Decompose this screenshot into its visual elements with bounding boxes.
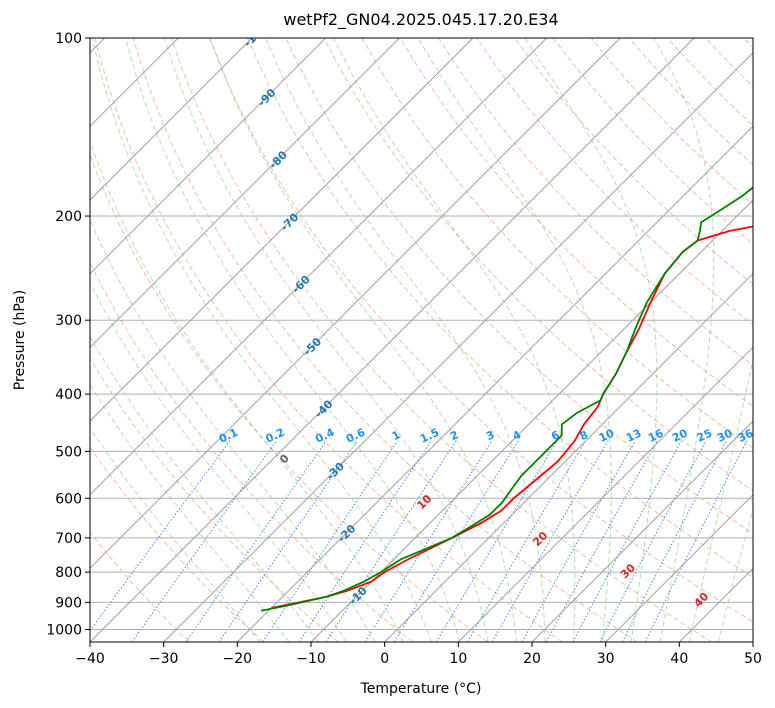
x-tick-label: −40 — [75, 651, 105, 667]
dry-adiabat-line — [514, 38, 753, 285]
plot-frame — [89, 37, 754, 643]
isotherm-line — [310, 199, 753, 642]
y-tick-label: 100 — [55, 31, 82, 47]
moist-adiabat-line — [125, 38, 461, 642]
moist-adiabat-line — [688, 356, 753, 642]
y-axis-label: Pressure (hPa) — [12, 290, 28, 390]
moist-adiabat-line — [91, 38, 432, 642]
dry-adiabats — [90, 38, 753, 642]
moist-adiabat-line — [653, 38, 715, 642]
y-tick-label: 600 — [55, 491, 82, 507]
isotherm-line — [90, 38, 621, 570]
mixing-ratio-line — [185, 440, 327, 642]
isobar-gridlines — [90, 38, 753, 630]
isotherm-line — [90, 38, 253, 201]
mixing-ratio-line — [435, 440, 558, 642]
dry-adiabat-line — [323, 38, 753, 492]
y-tick-label: 200 — [55, 209, 82, 225]
x-tick-label: 20 — [523, 651, 541, 667]
y-tick-label: 800 — [55, 565, 82, 581]
x-tick-label: −30 — [149, 651, 179, 667]
mixing-ratio-label: 30 — [715, 426, 735, 444]
isotherm-label: -100 — [241, 21, 270, 50]
y-tick-label: 400 — [55, 387, 82, 403]
mixing-ratio-line — [621, 440, 727, 642]
isotherm-line — [605, 493, 753, 642]
mixing-ratio-label: 36 — [736, 426, 756, 444]
dry-adiabat-line — [94, 38, 563, 642]
moist-adiabat-line — [90, 383, 290, 642]
dry-adiabat-line — [90, 531, 190, 642]
mixing-ratio-label: 20 — [670, 426, 690, 444]
x-tick-label: 30 — [597, 651, 615, 667]
y-tick-label: 1000 — [46, 622, 82, 638]
x-axis-ticks: −40 −30 −20 −10 0 10 20 30 40 50 — [75, 642, 762, 667]
mixing-ratio-label: 13 — [624, 427, 643, 445]
y-tick-label: 700 — [55, 531, 82, 547]
x-tick-label: 50 — [744, 651, 762, 667]
dewpoint-profile — [260, 186, 753, 612]
chart-title: wetPf2_GN04.2025.045.17.20.E34 — [283, 10, 558, 30]
y-tick-label: 300 — [55, 313, 82, 329]
y-axis-ticks: 100 200 300 400 500 600 700 800 900 1000 — [46, 31, 90, 638]
mixing-ratio-line — [364, 440, 493, 642]
isotherm-line — [90, 38, 400, 349]
mixing-ratio-label: 16 — [646, 426, 666, 444]
dry-adiabat-line — [90, 153, 488, 642]
isotherm-line — [90, 38, 474, 422]
dry-adiabat-line — [209, 38, 753, 623]
moist-adiabat-line — [90, 427, 261, 642]
isotherm-line — [90, 38, 327, 275]
isotherm-line — [90, 38, 695, 642]
dry-adiabat-line — [247, 38, 753, 578]
plot-area: -100-90-80-70-60-50-40-30-20-10 0.10.20.… — [90, 21, 756, 642]
moist-adiabat-line — [209, 38, 517, 642]
isotherm-line — [457, 346, 753, 642]
moist-adiabat-line — [90, 281, 347, 642]
moist-adiabat-line — [524, 38, 658, 642]
mixing-ratio-label: 10 — [597, 426, 617, 444]
dry-adiabat-line — [437, 38, 753, 366]
sounding-profiles — [260, 186, 753, 612]
mixing-ratio-line — [572, 440, 682, 642]
moist-adiabat-line — [717, 506, 753, 642]
isotherm-gridlines — [90, 38, 753, 642]
isotherm-line — [531, 420, 753, 642]
dry-adiabat-line — [90, 446, 264, 642]
moist-adiabat-line — [417, 38, 612, 642]
mixing-ratio-line — [262, 440, 399, 642]
dry-adiabat-line — [170, 38, 712, 642]
mixing-ratio-line — [325, 440, 457, 642]
x-tick-label: −10 — [296, 651, 326, 667]
mixing-ratio-line — [131, 440, 278, 642]
y-tick-label: 500 — [55, 444, 82, 460]
moist-adiabat-line — [90, 218, 376, 642]
isotherm-line — [384, 272, 753, 642]
mixing-ratio-label: 25 — [695, 427, 714, 445]
mixing-ratio-line — [298, 440, 432, 642]
mixing-ratio-line — [599, 440, 707, 642]
mixing-ratio-line — [218, 440, 358, 642]
moist-adiabat-line — [90, 335, 319, 642]
x-axis-label: Temperature (°C) — [360, 681, 482, 697]
dry-adiabat-line — [399, 38, 753, 408]
mixing-ratio-line — [467, 440, 586, 642]
moist-adiabat-line — [163, 38, 489, 642]
dry-adiabat-line — [90, 357, 339, 642]
isotherm-line — [90, 38, 548, 496]
x-tick-label: 0 — [380, 651, 389, 667]
isotherm-line — [236, 125, 753, 642]
x-tick-label: −20 — [223, 651, 253, 667]
dry-adiabat-line — [132, 38, 638, 642]
mixing-ratio-line — [545, 440, 658, 642]
y-tick-label: 900 — [55, 595, 82, 611]
moist-adiabat-line — [90, 139, 404, 642]
isotherm-line — [163, 51, 753, 642]
x-tick-label: 40 — [670, 651, 688, 667]
x-tick-label: 10 — [449, 651, 467, 667]
